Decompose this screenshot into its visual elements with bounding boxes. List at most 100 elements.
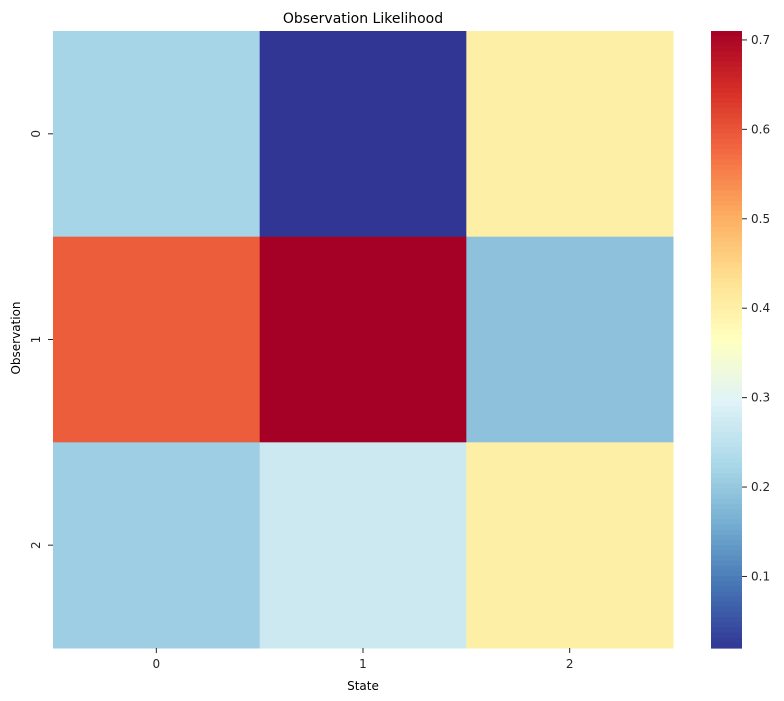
colorbar-segment [711, 483, 742, 490]
colorbar-segment [711, 200, 742, 207]
colorbar-segment [711, 545, 742, 551]
heatmap-cell-r1-c2 [466, 236, 674, 443]
heatmap-cell-r1-c1 [259, 236, 467, 443]
colorbar-segment [711, 452, 742, 459]
colorbar-segment [711, 144, 742, 150]
colorbar-segment [711, 401, 742, 407]
colorbar-segment [711, 41, 742, 48]
colorbar-segment [711, 36, 742, 42]
colorbar-segment [711, 432, 742, 438]
colorbar-segment [711, 231, 742, 238]
colorbar-segment [711, 596, 742, 603]
colorbar-segment [711, 509, 742, 515]
colorbar-segment [711, 246, 742, 253]
colorbar-segment [711, 442, 742, 449]
colorbar-segment [711, 555, 742, 562]
x-tick-label: 1 [359, 657, 367, 671]
colorbar-segment [711, 385, 742, 392]
colorbar-segment [711, 308, 742, 315]
colorbar-segment [711, 97, 742, 104]
colorbar-segment [711, 318, 742, 325]
colorbar-segment [711, 493, 742, 500]
colorbar-tick-label: 0.7 [751, 33, 770, 47]
colorbar-segment [711, 612, 742, 618]
y-axis-label: Observation [9, 301, 23, 374]
colorbar-segment [711, 133, 742, 140]
colorbar-segment [711, 514, 742, 521]
colorbar-segment [711, 498, 742, 505]
colorbar-segment [711, 272, 742, 279]
colorbar-segment [711, 637, 742, 644]
colorbar-segment [711, 540, 742, 546]
colorbar-segment [711, 570, 742, 577]
colorbar: 0.1 0.2 0.3 0.4 0.5 0.6 0.7 [711, 31, 770, 649]
colorbar-segment [711, 221, 742, 227]
colorbar-segment [711, 241, 742, 248]
colorbar-tick-label: 0.2 [751, 480, 770, 494]
colorbar-segment [711, 426, 742, 433]
colorbar-segment [711, 226, 742, 233]
colorbar-segment [711, 529, 742, 536]
chart-title: Observation Likelihood [283, 11, 443, 27]
colorbar-segment [711, 128, 742, 135]
colorbar-segment [711, 236, 742, 243]
colorbar-segment [711, 581, 742, 587]
colorbar-segment [711, 478, 742, 485]
colorbar-segment [711, 252, 742, 258]
colorbar-segment [711, 210, 742, 217]
colorbar-segment [711, 282, 742, 289]
colorbar-segment [711, 303, 742, 310]
colorbar-segment [711, 118, 742, 125]
x-tick-label: 2 [566, 657, 574, 671]
colorbar-segment [711, 56, 742, 63]
colorbar-segment [711, 457, 742, 464]
colorbar-segment [711, 77, 742, 84]
colorbar-segment [711, 123, 742, 130]
colorbar-segment [711, 180, 742, 186]
colorbar-segment [711, 390, 742, 397]
colorbar-segment [711, 344, 742, 351]
colorbar-segment [711, 365, 742, 371]
x-tick-label: 0 [153, 657, 161, 671]
x-axis-label: State [347, 679, 379, 693]
heatmap-cells [53, 31, 674, 649]
colorbar-segment [711, 380, 742, 387]
colorbar-segment [711, 159, 742, 166]
colorbar-segment [711, 329, 742, 335]
colorbar-segment [711, 349, 742, 356]
colorbar-segment [711, 113, 742, 120]
colorbar-segment [711, 462, 742, 469]
colorbar-segment [711, 46, 742, 53]
colorbar-segment [711, 185, 742, 191]
colorbar-segment [711, 468, 742, 474]
x-axis-ticks: 0 1 2 [153, 648, 574, 671]
colorbar-segment [711, 164, 742, 171]
colorbar-segment [711, 632, 742, 639]
colorbar-segment [711, 288, 742, 294]
y-axis-ticks: 0 1 2 [29, 130, 53, 549]
colorbar-segment [711, 642, 742, 649]
colorbar-segment [711, 108, 742, 114]
colorbar-segment [711, 72, 742, 78]
colorbar-segment [711, 66, 742, 73]
heatmap-cell-r0-c0 [53, 31, 261, 238]
colorbar-tick-label: 0.1 [751, 569, 770, 583]
colorbar-segment [711, 293, 742, 299]
colorbar-segment [711, 421, 742, 428]
heatmap-cell-r1-c0 [53, 236, 261, 443]
colorbar-segment [711, 519, 742, 526]
heatmap-cell-r0-c1 [259, 31, 467, 238]
heatmap-cell-r2-c2 [466, 442, 674, 649]
colorbar-segment [711, 565, 742, 572]
y-tick-label: 0 [29, 130, 43, 138]
colorbar-segment [711, 370, 742, 377]
colorbar-segment [711, 82, 742, 89]
colorbar-segment [711, 406, 742, 413]
colorbar-segment [711, 102, 742, 109]
colorbar-segment [711, 277, 742, 284]
colorbar-segment [711, 617, 742, 623]
colorbar-segment [711, 313, 742, 320]
colorbar-segment [711, 606, 742, 613]
colorbar-segment [711, 339, 742, 346]
